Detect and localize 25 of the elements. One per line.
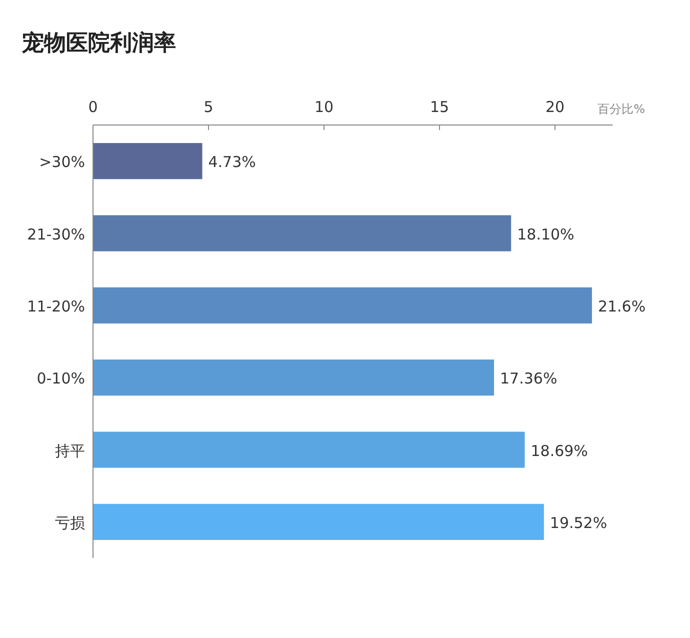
x-tick-label: 0 [88,98,98,116]
y-tick-label: >30% [39,153,85,172]
data-label: 18.10% [517,225,574,244]
y-tick-label: 持平 [55,442,85,460]
data-label: 19.52% [550,514,608,532]
y-tick-label: 21-30% [27,225,85,244]
data-label: 18.69% [530,442,588,460]
x-tick-label: 15 [430,98,450,116]
bar [93,287,592,324]
chart-title: 宠物医院利润率 [21,30,176,56]
x-tick-label: 20 [545,98,565,116]
x-axis-title: 百分比% [598,102,645,116]
data-label: 17.36% [500,370,558,388]
bar [93,432,525,468]
x-tick-label: 10 [314,98,334,116]
bar [93,504,544,540]
y-tick-label: 11-20% [27,297,85,316]
y-tick-label: 亏损 [55,514,85,532]
x-tick-label: 5 [204,98,214,116]
bar [93,360,494,396]
data-label: 21.6% [598,297,646,316]
data-label: 4.73% [208,153,256,172]
bar [93,143,202,180]
y-tick-label: 0-10% [36,370,85,388]
bar [93,215,512,252]
